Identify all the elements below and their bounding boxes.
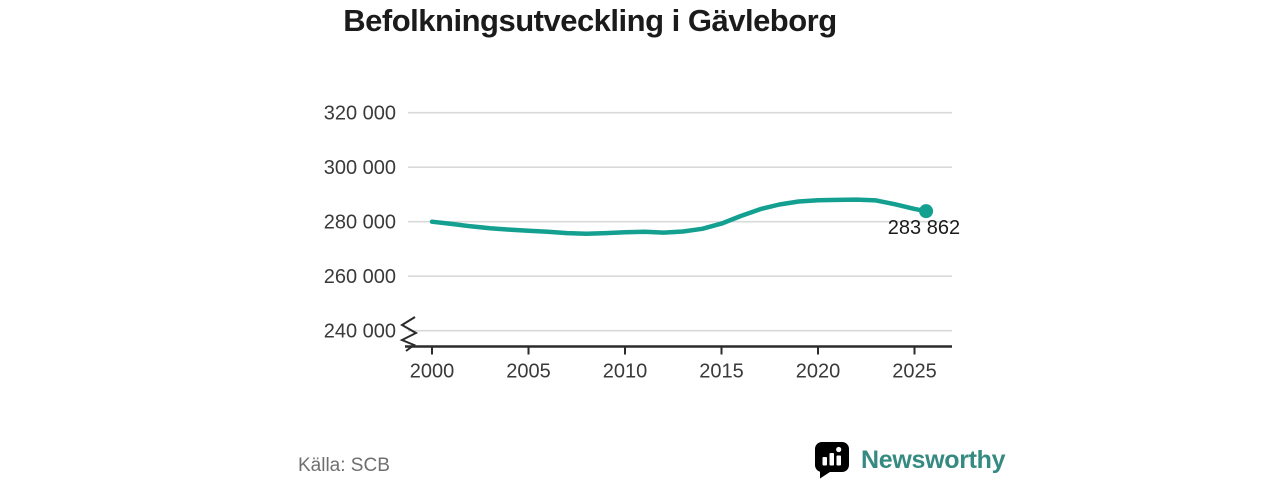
branding-name: Newsworthy: [861, 445, 1006, 474]
x-axis-tick-label: 2005: [506, 361, 551, 383]
y-axis-tick-label: 320 000: [324, 103, 396, 125]
x-axis-tick-label: 2000: [410, 361, 455, 383]
chart-title: Befolkningsutveckling i Gävleborg: [343, 3, 837, 38]
y-axis-tick-label: 280 000: [324, 212, 396, 234]
y-axis-tick-label: 300 000: [324, 157, 396, 179]
latest-value-marker: [919, 204, 934, 219]
x-axis-tick-label: 2010: [603, 361, 648, 383]
y-axis-tick-label: 260 000: [324, 266, 396, 288]
x-axis-tick-label: 2015: [699, 361, 744, 383]
newsworthy-branding: Newsworthy: [812, 440, 1006, 480]
source-label: Källa: SCB: [298, 455, 390, 476]
x-axis-tick-label: 2020: [796, 361, 841, 383]
x-axis-tick-label: 2025: [892, 361, 937, 383]
newsworthy-speech-bubble-chart-icon: [815, 442, 849, 479]
y-axis-break-icon: [399, 316, 419, 352]
y-axis-tick-label: 240 000: [324, 321, 396, 343]
latest-value-label: 283 862: [888, 217, 960, 239]
population-line-chart: 320 000 300 000 280 000 260 000 240 000 2000 2…: [324, 103, 960, 383]
population-line-series: [429, 197, 929, 236]
